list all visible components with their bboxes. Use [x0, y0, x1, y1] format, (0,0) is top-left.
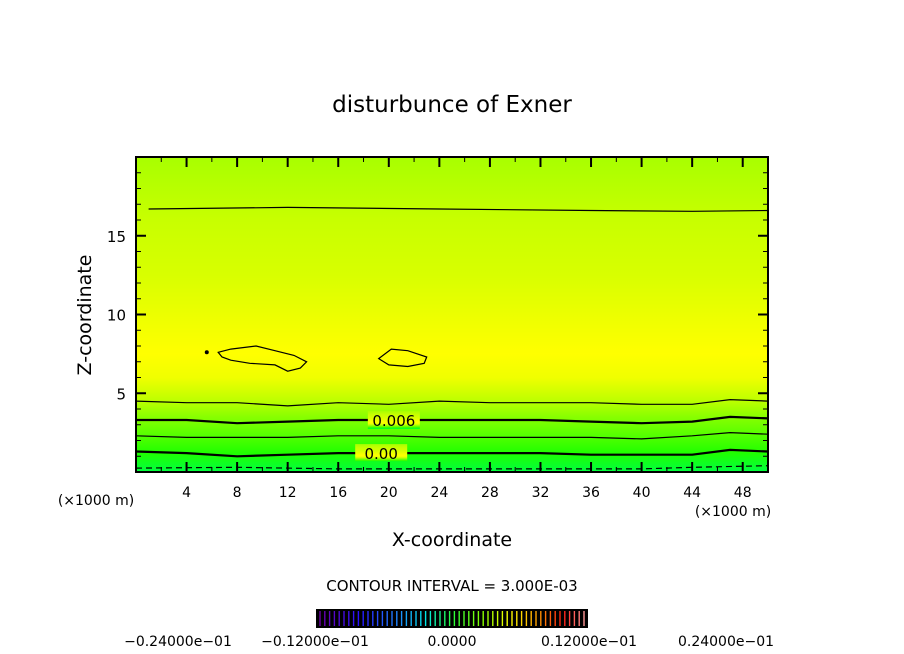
- x-axis-label: X-coordinate: [392, 529, 512, 551]
- x-tick-label: 4: [182, 485, 191, 501]
- x-tick-label: 24: [430, 485, 448, 501]
- contour-line: [217, 345, 308, 372]
- x-tick-label: 48: [734, 485, 752, 501]
- contour-line: [135, 398, 769, 407]
- colorbar: [319, 611, 585, 626]
- y-axis-label: Z-coordinate: [74, 255, 96, 376]
- contour-dot: [204, 350, 209, 355]
- y-tick-labels: 5 10 15: [107, 228, 126, 404]
- x-tick-label: 12: [279, 485, 297, 501]
- colorbar-label: 0.24000e−01: [678, 634, 774, 650]
- x-tick-label: 28: [481, 485, 499, 501]
- contour-label: 0.00: [364, 445, 397, 463]
- contour-line: [136, 415, 769, 425]
- contour-line: [135, 431, 769, 440]
- colorbar-label: 0.0000: [428, 634, 477, 650]
- x-tick-label: 16: [329, 485, 347, 501]
- x-tick-label: 20: [380, 485, 398, 501]
- contour-label: 0.006: [372, 412, 415, 430]
- y-tick-label: 10: [107, 307, 126, 325]
- contour-fill: [136, 157, 768, 472]
- contour-interval-text: CONTOUR INTERVAL = 3.000E-03: [326, 577, 577, 595]
- x-unit-right: (×1000 m): [695, 504, 771, 520]
- colorbar-labels: −0.24000e−01 −0.12000e−01 0.0000 0.12000e−0…: [124, 634, 774, 650]
- contour-line: [377, 348, 428, 368]
- colorbar-label: −0.24000e−01: [124, 634, 232, 650]
- axis-ticks: [136, 157, 768, 472]
- colorbar-frame: [316, 609, 588, 628]
- y-tick-label: 5: [116, 385, 126, 403]
- contour-line: [135, 448, 769, 458]
- contour-label-bg: [355, 444, 408, 463]
- chart-title: disturbunce of Exner: [332, 92, 572, 118]
- plot-frame: [135, 156, 769, 473]
- colorbar-label: −0.12000e−01: [261, 634, 369, 650]
- contour-line: [148, 206, 769, 212]
- y-tick-label: 15: [107, 228, 126, 246]
- contour-label-bg: [367, 411, 420, 430]
- x-unit-left: (×1000 m): [58, 493, 134, 509]
- x-tick-label: 44: [683, 485, 701, 501]
- colorbar-label: 0.12000e−01: [541, 634, 637, 650]
- x-tick-label: 40: [633, 485, 651, 501]
- x-tick-labels: 4 8 12 16 20 24 28 32 36 40 44 48: [182, 485, 752, 501]
- x-tick-label: 32: [532, 485, 550, 501]
- x-tick-label: 36: [582, 485, 600, 501]
- x-tick-label: 8: [233, 485, 242, 501]
